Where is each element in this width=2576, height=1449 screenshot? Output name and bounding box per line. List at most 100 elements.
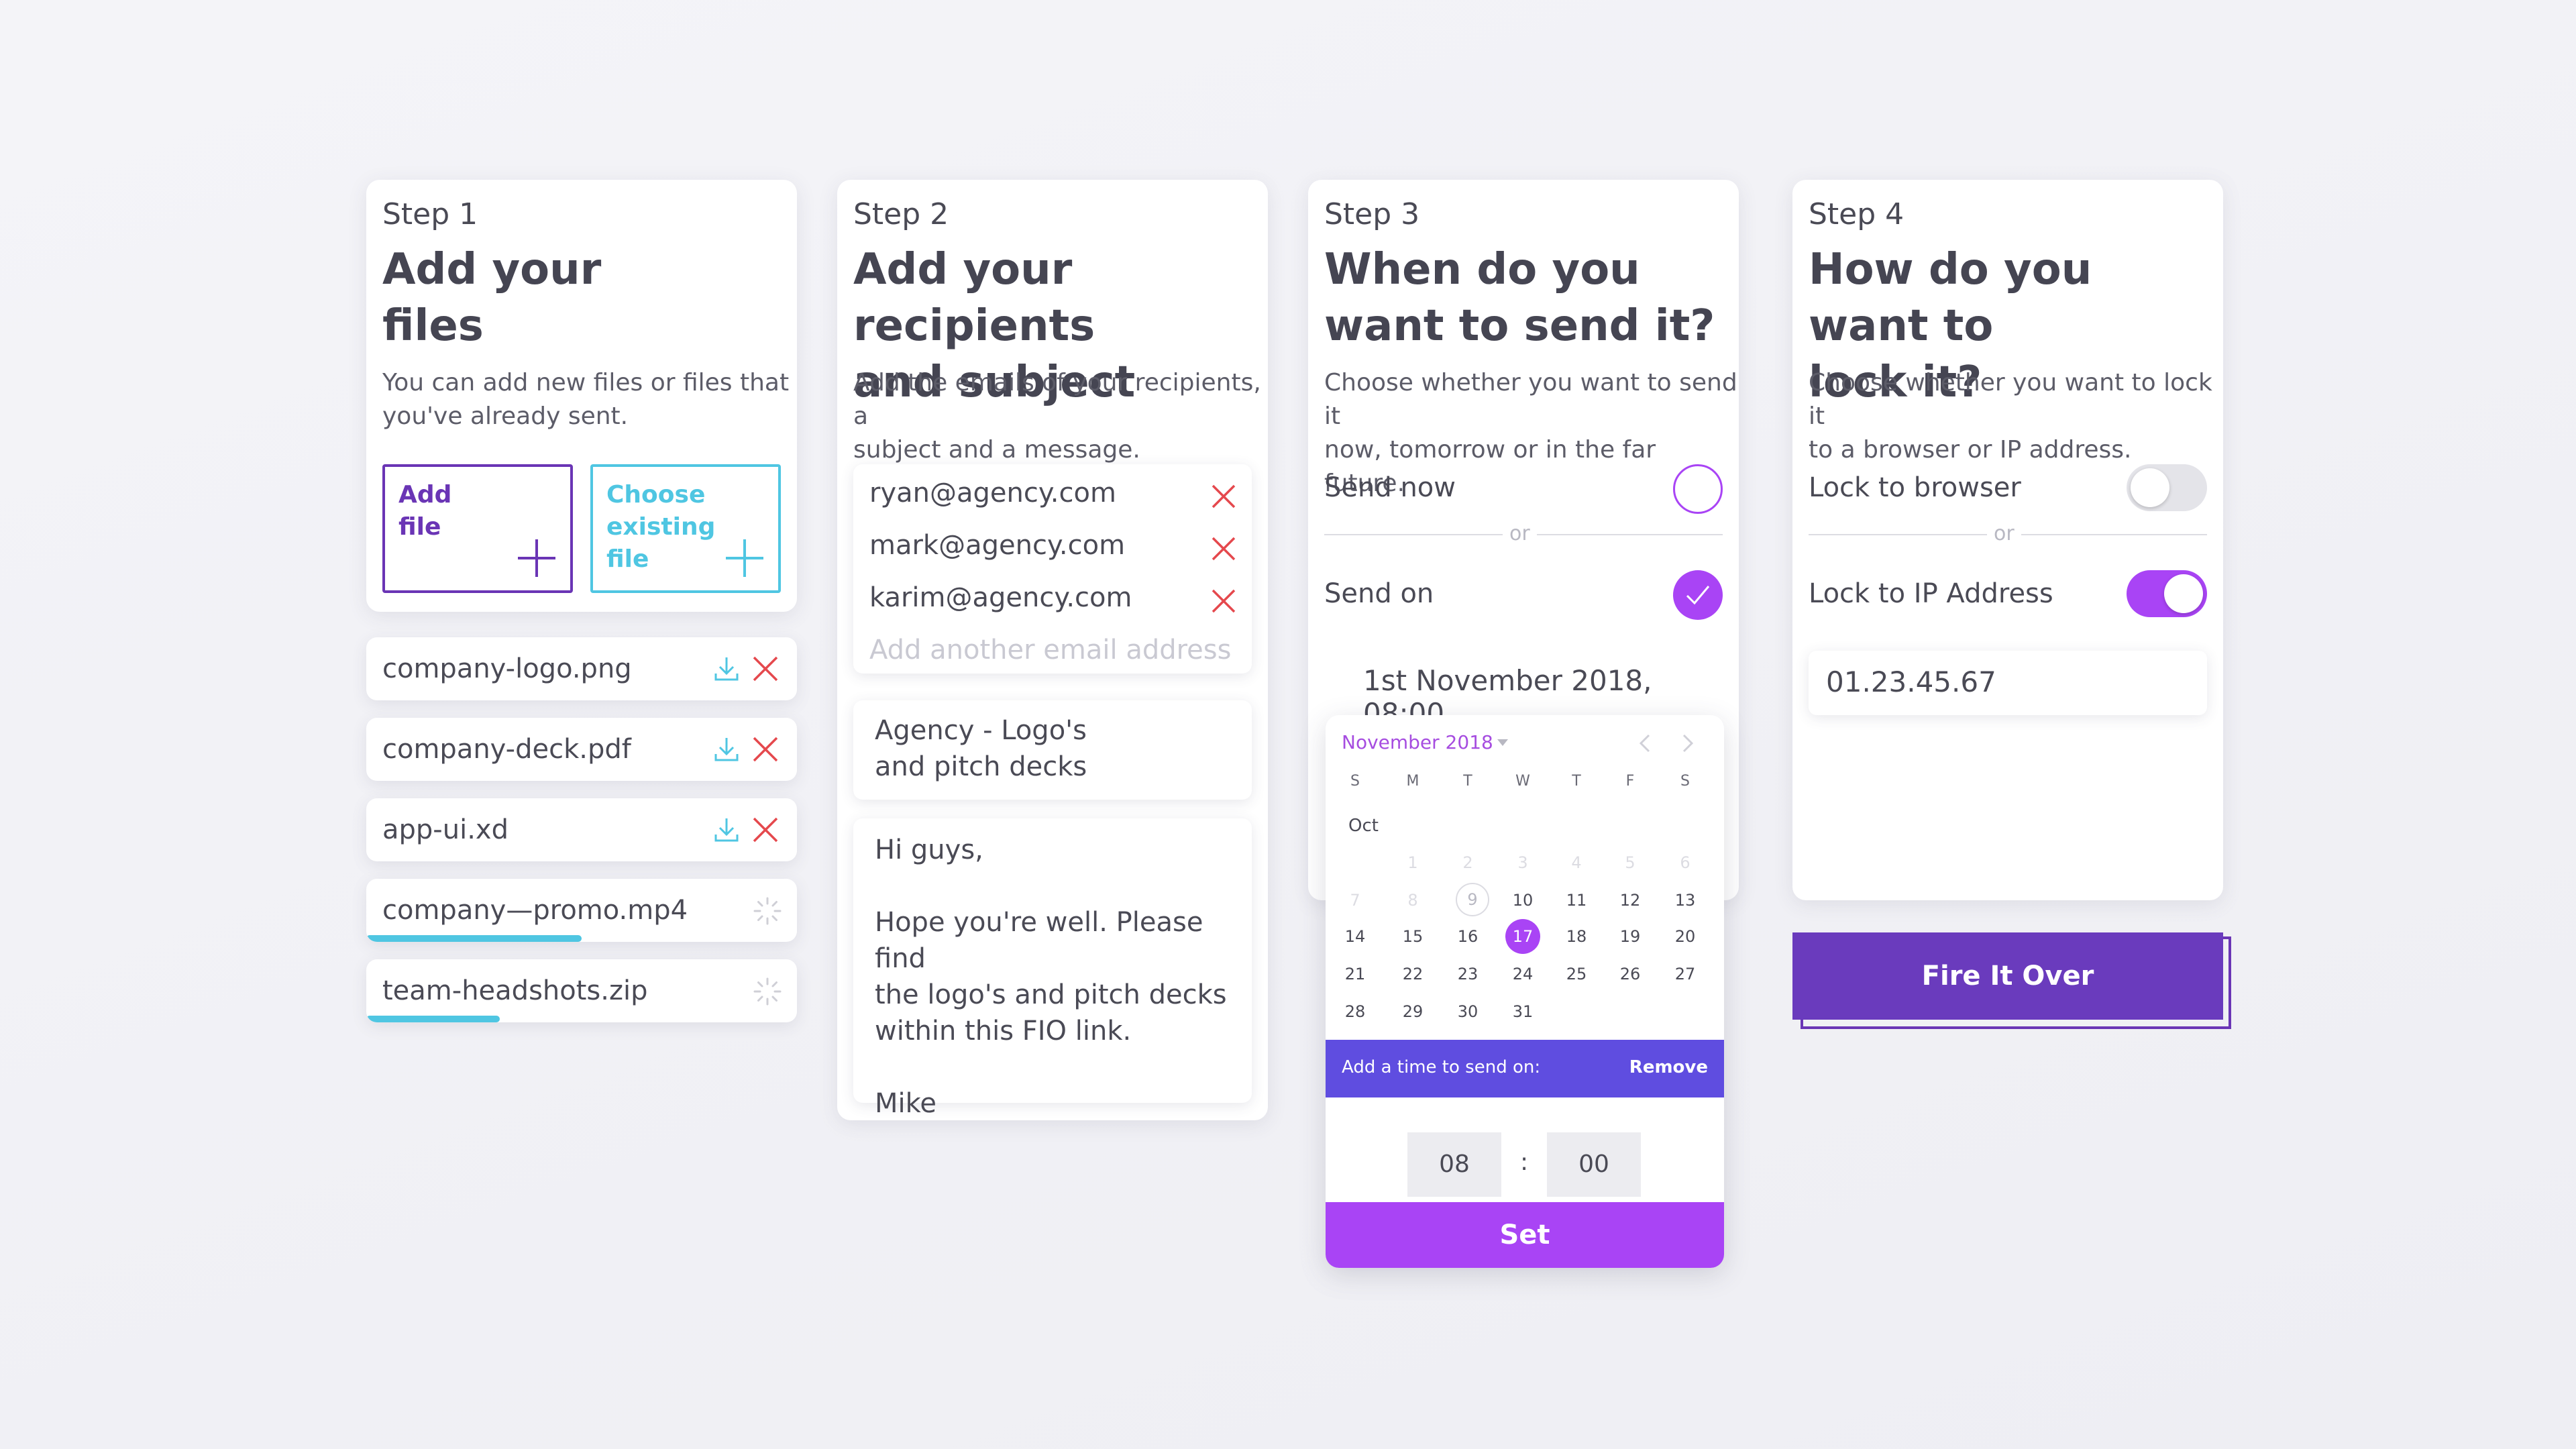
ip-address-value: 01.23.45.67 <box>1826 665 1996 698</box>
message-line4: within this FIO link. <box>875 1016 1132 1046</box>
calendar-day[interactable]: 12 <box>1619 891 1641 910</box>
spinner-icon <box>753 977 782 1006</box>
calendar-day-today[interactable]: 9 <box>1456 883 1489 916</box>
add-file-button[interactable]: Add file <box>382 464 573 593</box>
download-icon[interactable] <box>712 735 741 763</box>
toggle-knob <box>2131 468 2169 507</box>
calendar-day[interactable]: 27 <box>1674 965 1696 983</box>
recipients-list: ryan@agency.com mark@agency.com karim@ag… <box>853 464 1252 674</box>
calendar-day-selected[interactable]: 17 <box>1505 919 1540 954</box>
selected-date-display[interactable]: 1st November 2018, 08:00 <box>1363 664 1652 730</box>
step1-description: You can add new files or files that you'… <box>382 366 789 433</box>
calendar-day[interactable]: 10 <box>1512 891 1534 910</box>
close-icon[interactable] <box>751 816 780 844</box>
spinner-icon <box>753 897 782 925</box>
choose-existing-file-button[interactable]: Choose existing file <box>590 464 781 593</box>
subject-field[interactable]: Agency - Logo's and pitch decks <box>853 700 1252 800</box>
calendar-day[interactable]: 18 <box>1566 927 1587 946</box>
date-picker: November 2018 S M T W T F S Oct 1 2 3 4 … <box>1326 715 1724 1268</box>
calendar-day-disabled: 6 <box>1680 853 1690 872</box>
calendar-day[interactable]: 24 <box>1512 965 1534 983</box>
close-icon[interactable] <box>751 655 780 683</box>
calendar-day[interactable]: 11 <box>1566 891 1587 910</box>
close-icon[interactable] <box>1210 588 1237 614</box>
file-row-uploading: team-headshots.zip <box>366 959 797 1022</box>
step4-desc-line2: to a browser or IP address. <box>1809 436 2132 464</box>
weekday-label: T <box>1463 773 1472 790</box>
calendar-day[interactable]: 20 <box>1674 927 1696 946</box>
calendar-day[interactable]: 28 <box>1344 1002 1366 1021</box>
calendar-day[interactable]: 16 <box>1457 927 1479 946</box>
message-line2: Hope you're well. Please find <box>875 907 1203 974</box>
calendar-day-disabled: 3 <box>1517 853 1528 872</box>
calendar-day[interactable]: 26 <box>1619 965 1641 983</box>
step4-card: Step 4 How do you want to lock it? Choos… <box>1792 180 2223 900</box>
weekday-label: T <box>1572 773 1581 790</box>
hour-input[interactable]: 08 <box>1407 1132 1501 1197</box>
calendar-day[interactable]: 21 <box>1344 965 1366 983</box>
lock-ip-toggle[interactable] <box>2127 570 2207 617</box>
add-email-input[interactable]: Add another email address <box>869 635 1232 665</box>
file-row: app-ui.xd <box>366 798 797 861</box>
file-row-uploading: company—promo.mp4 <box>366 879 797 942</box>
toggle-knob <box>2164 574 2203 613</box>
step2-desc-line2: subject and a message. <box>853 436 1140 464</box>
close-icon[interactable] <box>1210 535 1237 562</box>
close-icon[interactable] <box>1210 483 1237 510</box>
calendar-day[interactable]: 25 <box>1566 965 1587 983</box>
or-label: or <box>1987 522 2021 545</box>
calendar-day[interactable]: 30 <box>1457 1002 1479 1021</box>
calendar-day[interactable]: 22 <box>1402 965 1424 983</box>
lock-ip-label: Lock to IP Address <box>1809 578 2053 609</box>
chevron-down-icon[interactable] <box>1496 738 1509 747</box>
calendar-day[interactable]: 13 <box>1674 891 1696 910</box>
send-now-radio[interactable] <box>1673 464 1723 514</box>
step2-title: Add your recipients and subject <box>853 241 1268 411</box>
upload-progress-bar <box>366 935 582 942</box>
step2-label: Step 2 <box>853 197 949 231</box>
step3-title-line2: want to send it? <box>1324 301 1715 351</box>
download-icon[interactable] <box>712 655 741 683</box>
download-icon[interactable] <box>712 816 741 844</box>
choose-label-line2: existing <box>606 513 716 541</box>
file-row: company-logo.png <box>366 637 797 700</box>
chevron-left-icon[interactable] <box>1638 734 1652 753</box>
fire-it-over-button[interactable]: Fire It Over <box>1792 932 2223 1020</box>
chevron-right-icon[interactable] <box>1681 734 1695 753</box>
step2-desc-line1: Add the emails of your recipients, a <box>853 369 1261 430</box>
minute-input[interactable]: 00 <box>1547 1132 1641 1197</box>
calendar-day[interactable]: 15 <box>1402 927 1424 946</box>
weekday-label: F <box>1625 773 1635 790</box>
send-on-radio[interactable] <box>1673 570 1723 620</box>
recipient-email: karim@agency.com <box>869 582 1132 613</box>
calendar-day[interactable]: 14 <box>1344 927 1366 946</box>
file-name: company—promo.mp4 <box>382 895 688 926</box>
weekday-label: S <box>1350 773 1360 790</box>
step4-description: Choose whether you want to lock it to a … <box>1809 366 2223 467</box>
ip-address-input[interactable]: 01.23.45.67 <box>1809 651 2207 715</box>
choose-label-line3: file <box>606 545 649 573</box>
file-name: team-headshots.zip <box>382 975 648 1006</box>
step2-card: Step 2 Add your recipients and subject A… <box>837 180 1268 1120</box>
calendar-day[interactable]: 19 <box>1619 927 1641 946</box>
subject-text: Agency - Logo's and pitch decks <box>875 712 1087 785</box>
calendar-day[interactable]: 23 <box>1457 965 1479 983</box>
check-icon <box>1686 586 1710 605</box>
message-line3: the logo's and pitch decks <box>875 979 1227 1010</box>
message-line1: Hi guys, <box>875 835 983 865</box>
step2-title-line2: and subject <box>853 358 1136 407</box>
lock-browser-toggle[interactable] <box>2127 464 2207 511</box>
lock-browser-label: Lock to browser <box>1809 472 2021 503</box>
plus-icon <box>518 539 555 577</box>
weekday-label: S <box>1680 773 1690 790</box>
add-file-label-line1: Add <box>398 481 452 508</box>
calendar-month[interactable]: November 2018 <box>1342 731 1493 753</box>
set-time-button[interactable]: Set <box>1326 1202 1724 1268</box>
step1-title: Add your files <box>382 241 601 354</box>
remove-time-button[interactable]: Remove <box>1629 1057 1708 1077</box>
subject-line2: and pitch decks <box>875 751 1087 782</box>
close-icon[interactable] <box>751 735 780 763</box>
calendar-day[interactable]: 31 <box>1512 1002 1534 1021</box>
calendar-day[interactable]: 29 <box>1402 1002 1424 1021</box>
message-field[interactable]: Hi guys, Hope you're well. Please find t… <box>853 818 1252 1119</box>
